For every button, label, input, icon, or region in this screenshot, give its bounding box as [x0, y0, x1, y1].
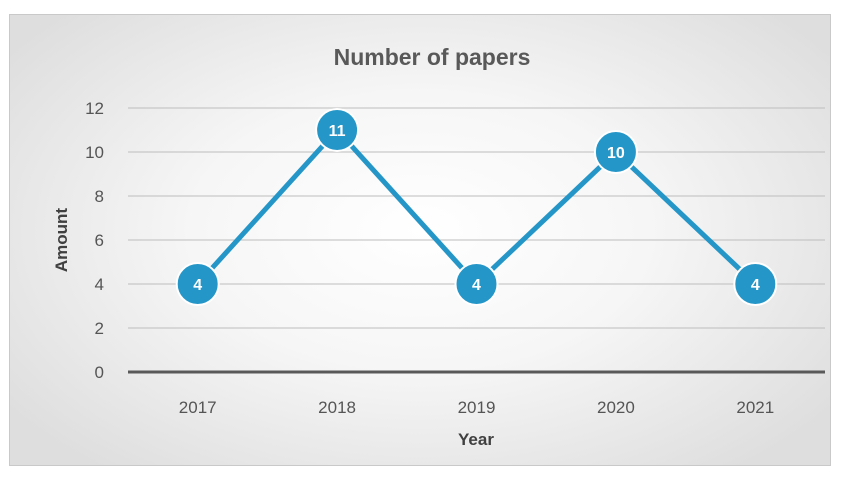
y-tick-label: 12 [85, 99, 104, 118]
data-label: 4 [472, 277, 481, 294]
series-line [195, 126, 758, 288]
x-tick-label: 2021 [736, 398, 774, 417]
x-tick-label: 2019 [458, 398, 496, 417]
y-tick-label: 8 [95, 187, 104, 206]
data-label: 10 [607, 145, 625, 162]
y-tick-label: 10 [85, 143, 104, 162]
y-tick-label: 6 [95, 231, 104, 250]
data-label: 4 [751, 277, 760, 294]
y-tick-label: 2 [95, 319, 104, 338]
y-tick-label: 4 [95, 275, 104, 294]
x-axis-title: Year [458, 430, 494, 449]
x-tick-label: 2017 [179, 398, 217, 417]
x-axis-ticks: 2017 2018 2019 2020 2021 [179, 398, 774, 417]
x-tick-label: 2018 [318, 398, 356, 417]
gridlines [128, 107, 825, 374]
data-point [733, 262, 778, 306]
data-point [315, 108, 360, 152]
x-tick-label: 2020 [597, 398, 635, 417]
y-axis-ticks: 0 2 4 6 8 10 12 [85, 99, 104, 382]
data-point [593, 130, 638, 174]
data-point [454, 262, 499, 306]
y-tick-label: 0 [95, 363, 104, 382]
y-axis-title: Amount [52, 208, 71, 273]
data-label: 11 [329, 123, 346, 140]
series: 4 11 4 10 4 [175, 108, 778, 306]
data-point [175, 262, 220, 306]
data-label: 4 [193, 277, 202, 294]
chart-title: Number of papers [334, 44, 531, 70]
